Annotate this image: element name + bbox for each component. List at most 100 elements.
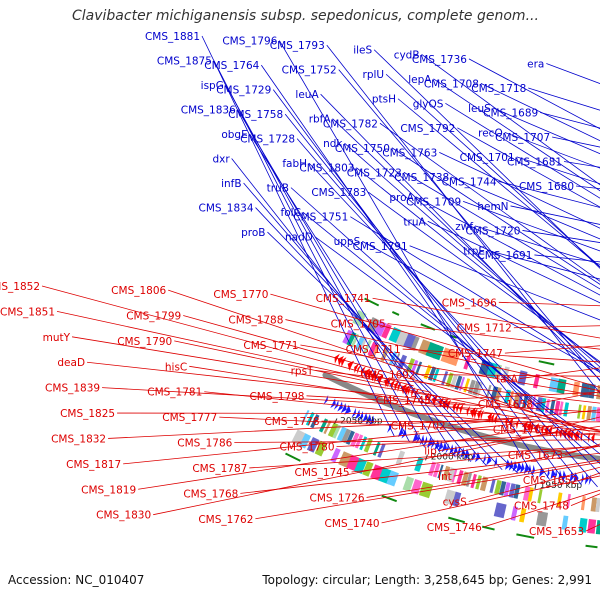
gene-label-rev[interactable]: CMS_1788 — [228, 315, 600, 434]
gene-label-fwd[interactable]: dxr — [212, 154, 472, 462]
gene-label-fwd[interactable]: CMS_1744 — [442, 176, 600, 353]
svg-text:CMS_1723: CMS_1723 — [347, 167, 402, 179]
gene-label-rev[interactable]: CMS_1781 — [147, 387, 600, 438]
gene-label-fwd[interactable]: leuS — [468, 103, 600, 379]
gene-label-rev[interactable]: CMS_1741 — [316, 293, 600, 399]
gene-label-rev[interactable]: CMS_1702 — [391, 366, 600, 432]
gene-label-fwd[interactable]: CMS_1834 — [198, 203, 503, 471]
gene-label-rev[interactable]: CMS_1762 — [198, 437, 600, 526]
gene-label-rev[interactable]: cysS — [443, 341, 600, 509]
gene-label-rev[interactable]: CMS_1799 — [126, 310, 600, 433]
gene-label-fwd[interactable]: CMS_1707 — [495, 132, 600, 285]
gene-label-fwd[interactable]: uppS — [334, 236, 600, 486]
gene-label-rev[interactable]: CMS_1696 — [442, 297, 600, 323]
gene-label-fwd[interactable]: glyQS — [413, 98, 600, 440]
gene-label-fwd[interactable]: CMS_1836 — [181, 105, 441, 453]
gene-label-fwd[interactable]: fabH — [282, 158, 600, 488]
gene-label-fwd[interactable]: CMS_1803 — [299, 163, 600, 491]
gene-label-fwd[interactable]: CMS_1782 — [323, 118, 600, 475]
gene-label-rev[interactable]: CMS_1778 — [264, 416, 600, 428]
gene-label-rev[interactable]: deaD — [57, 357, 466, 405]
gene-label-rev[interactable]: CMS_1777 — [162, 412, 600, 439]
gene-label-rev[interactable]: CMS_1652 — [523, 249, 600, 488]
svg-text:CMS_1743: CMS_1743 — [376, 395, 431, 407]
gene-label-fwd[interactable]: trpE — [463, 245, 600, 401]
gene-label-rev[interactable]: CMS_1839 — [45, 383, 483, 410]
gene-label-fwd[interactable]: CMS_1689 — [483, 107, 600, 295]
gene-label-rev[interactable]: CMS_1786 — [177, 438, 600, 450]
gene-label-rev[interactable]: CMS_1768 — [183, 438, 600, 500]
gene-label-fwd[interactable]: era — [527, 58, 600, 316]
gene-label-fwd[interactable]: rplU — [363, 69, 600, 481]
gene-label-fwd[interactable]: recO — [478, 127, 600, 370]
gene-label-rev[interactable]: tatA — [496, 293, 600, 386]
gene-label-fwd[interactable]: CMS_1738 — [394, 172, 600, 423]
gene-label-rev[interactable]: CMS_1745 — [295, 414, 600, 479]
gene-label-fwd[interactable]: CMS_1752 — [282, 65, 600, 493]
gene-label-rev[interactable]: CMS_1746 — [427, 332, 600, 534]
gene-label-fwd[interactable]: CMS_1796 — [222, 36, 535, 477]
gene-label-fwd[interactable]: CMS_1758 — [228, 109, 582, 485]
gene-label-rev[interactable]: CMS_1653 — [529, 224, 600, 538]
gene-label-rev[interactable]: CMS_1743 — [376, 373, 600, 407]
gene-label-fwd[interactable]: CMS_1736 — [412, 54, 600, 395]
gene-label-rev[interactable]: CMS_1770 — [213, 289, 600, 436]
gene-label-rev[interactable]: CMS_1790 — [117, 336, 600, 436]
gene-label-rev[interactable]: rpsT — [291, 365, 600, 429]
gene-label-rev[interactable]: lip — [424, 358, 600, 458]
scale-tick-label: 1950 kbp — [540, 481, 583, 491]
gene-label-rev[interactable]: mutY — [43, 332, 449, 399]
gene-label-fwd[interactable]: hemN — [477, 201, 600, 345]
gene-label-rev[interactable]: CMS_1830 — [96, 428, 572, 522]
gene-label-fwd[interactable]: CMS_1792 — [400, 123, 600, 435]
gene-label-fwd[interactable]: CMS_1881 — [145, 31, 395, 437]
gene-label-fwd[interactable]: CMS_1783 — [311, 187, 600, 490]
gene-label-fwd[interactable]: proB — [241, 227, 519, 474]
gene-label-rev[interactable]: CMS_1703 — [493, 272, 600, 437]
gene-label-fwd[interactable]: CMS_1680 — [519, 181, 600, 264]
gene-label-fwd[interactable]: truA — [403, 216, 600, 460]
gene-label-fwd[interactable]: CMS_1793 — [270, 40, 600, 493]
gene-label-fwd[interactable]: ileS — [353, 45, 600, 484]
gene-label-rev[interactable]: CMS_1692 — [361, 369, 600, 381]
gene-label-fwd[interactable]: CMS_1720 — [465, 225, 600, 335]
gene-label-fwd[interactable]: CMS_1681 — [507, 156, 600, 274]
gene-label-rev[interactable]: CMS_1705 — [331, 319, 600, 394]
gene-label-rev[interactable]: CMS_1787 — [192, 439, 600, 475]
gene-label-rev[interactable]: CMS_1747 — [448, 304, 600, 361]
gene-label-fwd[interactable]: CMS_1701 — [460, 152, 600, 362]
gene-label-rev[interactable]: CMS_1819 — [81, 425, 554, 496]
gene-label-fwd[interactable]: CMS_1708 — [424, 78, 600, 386]
gene-label-fwd[interactable]: zwf — [455, 221, 600, 409]
gene-label-fwd[interactable]: CMS_1728 — [240, 134, 598, 488]
gene-label-fwd[interactable]: leuA — [295, 89, 600, 493]
gene-label-rev[interactable]: CMS_1851 — [0, 306, 431, 393]
gene-label-rev[interactable]: CMS_1711 — [346, 344, 600, 387]
gene-label-rev[interactable]: CMS_1771 — [243, 340, 600, 432]
gene-label-fwd[interactable]: CMS_1691 — [477, 250, 600, 326]
gene-label-rev[interactable]: CMS_1852 — [0, 281, 414, 387]
gene-label-fwd[interactable]: CMS_1751 — [293, 212, 600, 488]
gene-label-rev[interactable]: CMS_1740 — [325, 405, 600, 530]
gene-label-rev[interactable]: CMS_1825 — [60, 408, 501, 420]
gene-label-fwd[interactable]: CMS_1709 — [406, 196, 600, 415]
gene-label-rev[interactable]: CMS_1673 — [508, 260, 600, 462]
gene-label-fwd[interactable]: CMS_1763 — [382, 147, 600, 428]
gene-label-rev[interactable]: CMS_1658 — [478, 283, 600, 411]
gene-label-rev[interactable]: CMS_1712 — [457, 313, 600, 335]
gene-label-rev[interactable]: CMS_1748 — [514, 237, 600, 513]
gene-label-rev[interactable]: CMS_1780 — [279, 419, 600, 454]
gene-label-fwd[interactable]: CMS_1718 — [471, 83, 600, 306]
gene-label-rev[interactable]: CMS_1726 — [310, 410, 600, 505]
gene-label-fwd[interactable]: CMS_1764 — [204, 60, 550, 480]
gene-label-fwd[interactable]: nadD — [285, 232, 600, 493]
gene-label-fwd[interactable]: CMS_1723 — [347, 167, 600, 468]
gene-label-fwd[interactable]: CMS_1750 — [335, 143, 600, 473]
gene-label-fwd[interactable]: cydB — [394, 49, 600, 451]
gene-label-rev[interactable]: lnt — [438, 350, 600, 483]
gene-label-fwd[interactable]: obgE — [221, 129, 456, 458]
gene-label-rev[interactable]: CMS_1798 — [249, 391, 600, 426]
gene-label-fwd[interactable]: ptsH — [372, 94, 600, 479]
gene-label-fwd[interactable]: CMS_1791 — [353, 241, 600, 456]
gene-label-fwd[interactable]: proA — [389, 192, 600, 465]
